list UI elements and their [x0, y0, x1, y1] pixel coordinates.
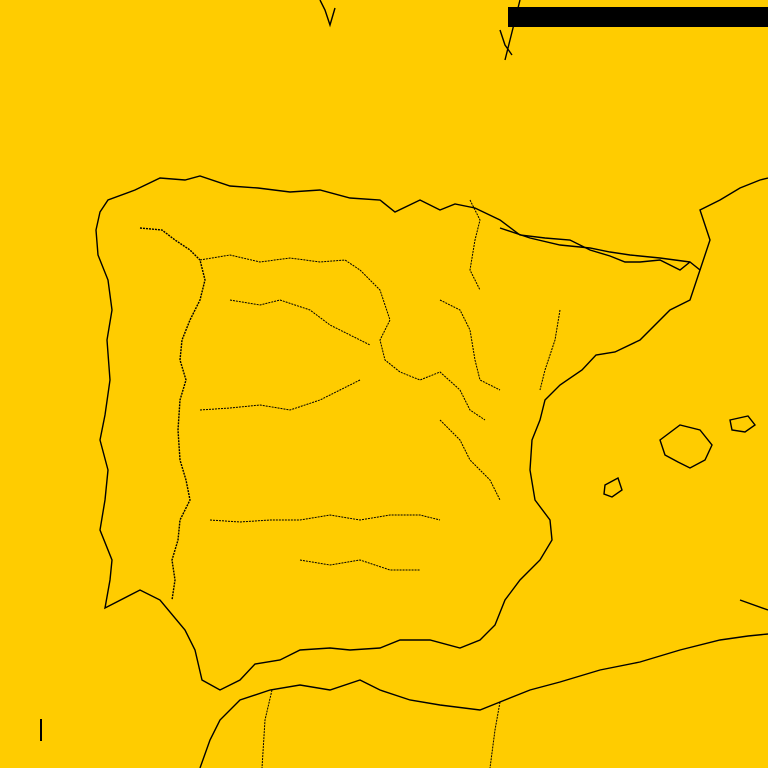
iberia-coast [95, 175, 701, 691]
mallorca [659, 424, 713, 469]
ibiza [603, 476, 623, 498]
model-run-label [508, 7, 768, 27]
france-coast [699, 177, 768, 271]
africa-coast [199, 633, 768, 768]
portugal-border [139, 227, 206, 601]
france-border [499, 227, 691, 263]
menorca [729, 415, 757, 433]
color-scale-bar [40, 719, 42, 741]
